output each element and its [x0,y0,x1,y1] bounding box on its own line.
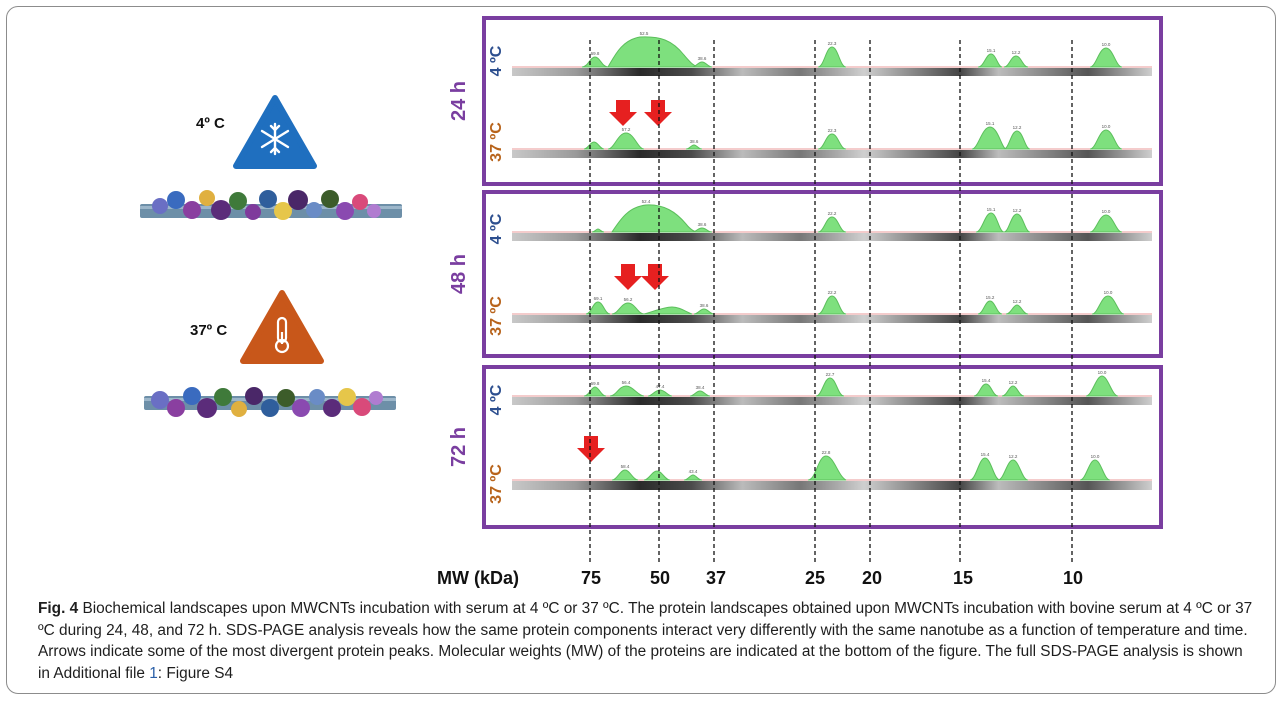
peak-label: 12.2 [1009,380,1018,385]
warm-condition: 37º C [144,290,396,418]
figure-graphic: 4º C [140,16,1163,588]
peak-label: 58.4 [621,464,630,469]
nanotube-warm [144,387,396,418]
peak-label: 56.2 [624,297,633,302]
temp-label-24h-cold: 4 ºC [488,45,505,76]
peak-label: 69.8 [591,381,600,386]
peak-label: 52.5 [640,31,649,36]
peak-label: 22.3 [828,128,837,133]
mw-tick: 10 [1063,568,1083,588]
peak-label: 52.4 [642,199,651,204]
snowflake-icon [233,95,317,169]
peak-label: 47.4 [656,384,665,389]
divergence-arrows-48h [614,264,669,290]
peak-label: 12.2 [1009,454,1018,459]
peak-label: 38.6 [698,222,707,227]
peak-label: 10.0 [1098,370,1107,375]
peak-label: 38.4 [696,385,705,390]
cold-condition: 4º C [140,95,402,220]
arrow-icon [641,264,669,290]
divergence-arrows-72h [577,436,605,462]
additional-file-link[interactable]: 1 [149,664,158,682]
warm-label: 37º C [190,322,227,339]
peak-label: 12.2 [1013,208,1022,213]
figure-caption: Fig. 4 Biochemical landscapes upon MWCNT… [38,598,1258,684]
mw-axis: MW (kDa) 75 50 37 25 20 15 10 [437,568,1083,588]
box-72h [482,365,1163,529]
caption-text-end: : Figure S4 [157,664,234,682]
time-boxes [482,16,1163,529]
mw-tick: 20 [862,568,882,588]
peak-label: 22.2 [828,211,837,216]
mw-reference-lines [589,40,1073,562]
peak-label: 38.6 [690,139,699,144]
peak-label: 22.3 [828,41,837,46]
peak-label: 15.4 [982,378,991,383]
mw-tick: 75 [581,568,601,588]
box-48h [482,190,1163,358]
temp-label-48h-cold: 4 ºC [488,213,505,244]
caption-label: Fig. 4 [38,600,79,617]
peak-label: 10.0 [1102,42,1111,47]
time-label-24h: 24 h [448,81,470,121]
arrow-icon [644,100,672,126]
peak-label: 38.6 [700,303,709,308]
box-24h [482,16,1163,186]
peak-label: 10.0 [1102,124,1111,129]
peak-label: 57.2 [622,127,631,132]
peak-label: 12.2 [1013,125,1022,130]
nanotube-cold [140,190,402,220]
arrow-icon [609,100,637,126]
mw-tick: 15 [953,568,973,588]
peak-label: 22.7 [826,372,835,377]
temp-label-72h-warm: 37 ºC [488,464,505,504]
divergence-arrows-24h [609,100,672,126]
mw-tick: 50 [650,568,670,588]
peak-label: 10.0 [1104,290,1113,295]
peak-label: 69.1 [594,296,603,301]
peak-label: 10.0 [1102,209,1111,214]
lane-48h-cold: 52.4 38.6 22.2 15.1 12.2 10.0 [512,199,1152,241]
peak-label: 15.1 [986,121,995,126]
peak-label: 22.2 [828,290,837,295]
peak-label: 15.4 [981,452,990,457]
mw-tick: 37 [706,568,726,588]
peak-label: 10.0 [1091,454,1100,459]
peak-label: 43.4 [689,469,698,474]
arrow-icon [577,436,605,462]
temp-label-24h-warm: 37 ºC [488,122,505,162]
peak-label: 15.1 [987,207,996,212]
lane-72h-cold: 69.8 56.4 47.4 38.4 22.7 15.4 12.2 10.0 [512,370,1152,405]
thermometer-icon [240,290,324,364]
temp-label-72h-cold: 4 ºC [488,384,505,415]
caption-text: Biochemical landscapes upon MWCNTs incub… [38,600,1253,682]
cold-label: 4º C [196,115,225,132]
peak-label: 15.2 [986,295,995,300]
mw-axis-label: MW (kDa) [437,568,519,588]
figure-frame [6,6,1276,694]
time-label-48h: 48 h [448,254,470,294]
lane-24h-warm: 57.2 38.6 22.3 15.1 12.2 10.0 [512,100,1152,158]
mw-tick: 25 [805,568,825,588]
peak-label: 15.1 [987,48,996,53]
temp-label-48h-warm: 37 ºC [488,296,505,336]
lane-48h-warm: 69.1 56.2 38.6 22.2 15.2 12.2 10.0 [512,264,1152,323]
lane-24h-cold: 69.8 52.5 38.6 22.3 15.1 12.2 10.0 [512,31,1152,76]
peak-label: 12.2 [1013,299,1022,304]
peak-label: 22.8 [822,450,831,455]
peak-label: 69.8 [591,51,600,56]
peak-label: 38.6 [698,56,707,61]
time-label-72h: 72 h [448,427,470,467]
peak-label: 12.2 [1012,50,1021,55]
peak-label: 56.4 [622,380,631,385]
arrow-icon [614,264,642,290]
lane-72h-warm: 58.4 43.4 22.8 15.4 12.2 10.0 [512,436,1152,490]
